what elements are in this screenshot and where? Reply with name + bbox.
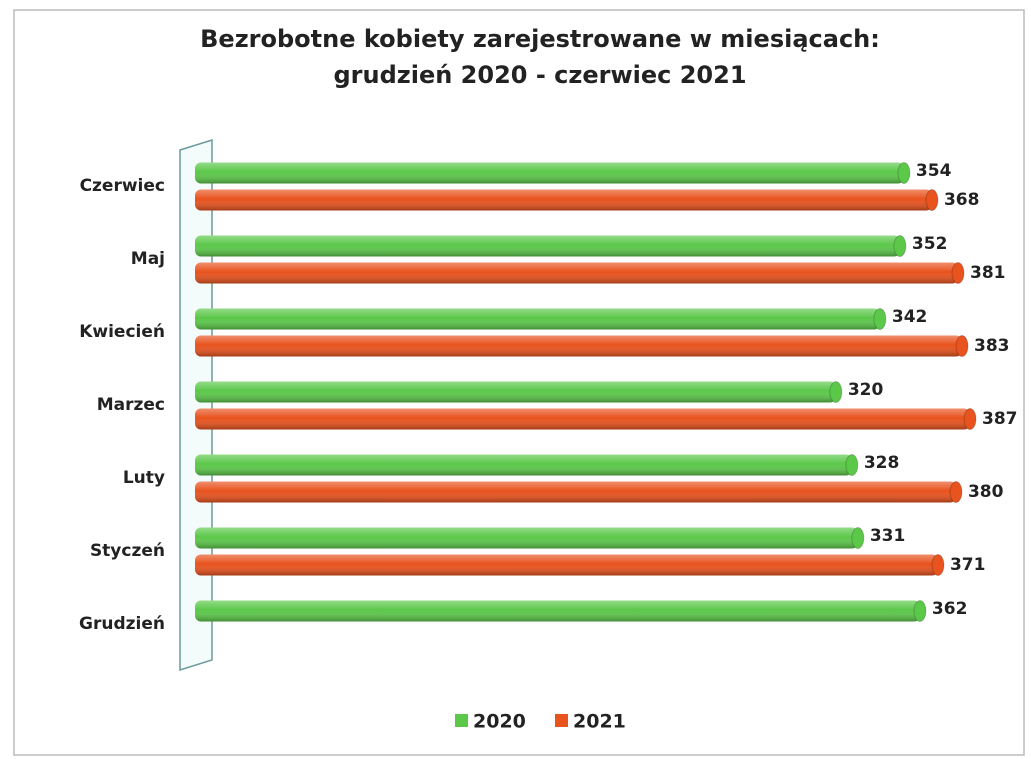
chart-title: Bezrobotne kobiety zarejestrowane w mies… bbox=[200, 25, 880, 53]
bar-shade bbox=[195, 189, 932, 211]
legend-label: 2021 bbox=[573, 711, 626, 733]
legend-swatch bbox=[555, 714, 568, 727]
y-tick-label: Kwiecień bbox=[79, 322, 165, 342]
bar-shade bbox=[195, 481, 956, 503]
y-tick-label: Grudzień bbox=[79, 614, 165, 634]
frame bbox=[13, 9, 1025, 756]
bar-shade bbox=[195, 381, 836, 403]
data-label: 362 bbox=[932, 599, 968, 619]
data-label: 320 bbox=[848, 380, 884, 400]
bar-shade bbox=[195, 600, 920, 622]
bar-cap bbox=[925, 189, 939, 211]
data-label: 380 bbox=[968, 482, 1004, 502]
y-tick-label: Czerwiec bbox=[80, 176, 165, 196]
bar-shade bbox=[195, 262, 958, 284]
bar-shade bbox=[195, 335, 962, 357]
bar-shade bbox=[195, 527, 858, 549]
y-tick-label: Maj bbox=[131, 249, 165, 269]
bar-cap bbox=[931, 554, 945, 576]
bar-cap bbox=[829, 381, 843, 403]
bar-cap bbox=[963, 408, 977, 430]
data-label: 371 bbox=[950, 555, 986, 575]
bar-shade bbox=[195, 308, 880, 330]
back-wall bbox=[179, 138, 213, 672]
data-label: 331 bbox=[870, 526, 906, 546]
data-label: 383 bbox=[974, 336, 1010, 356]
bar-cap bbox=[897, 162, 911, 184]
bar-cap bbox=[845, 454, 859, 476]
data-label: 352 bbox=[912, 234, 948, 254]
data-label: 328 bbox=[864, 453, 900, 473]
bar-shade bbox=[195, 408, 970, 430]
bar-cap bbox=[913, 600, 927, 622]
bar-shade bbox=[195, 235, 900, 257]
bar-cap bbox=[949, 481, 963, 503]
y-tick-label: Styczeń bbox=[90, 541, 165, 561]
bar-cap bbox=[873, 308, 887, 330]
data-label: 381 bbox=[970, 263, 1006, 283]
bar-cap bbox=[955, 335, 969, 357]
bar-shade bbox=[195, 162, 904, 184]
bar-cap bbox=[893, 235, 907, 257]
data-label: 354 bbox=[916, 161, 952, 181]
bar-cap bbox=[851, 527, 865, 549]
data-label: 387 bbox=[982, 409, 1018, 429]
chart-title: grudzień 2020 - czerwiec 2021 bbox=[333, 61, 746, 89]
bar-shade bbox=[195, 454, 852, 476]
data-label: 368 bbox=[944, 190, 980, 210]
y-tick-label: Marzec bbox=[97, 395, 165, 415]
bar-cap bbox=[951, 262, 965, 284]
bar-shade bbox=[195, 554, 938, 576]
data-label: 342 bbox=[892, 307, 928, 327]
legend-label: 2020 bbox=[473, 711, 526, 733]
y-tick-label: Luty bbox=[123, 468, 165, 488]
legend-swatch bbox=[455, 714, 468, 727]
